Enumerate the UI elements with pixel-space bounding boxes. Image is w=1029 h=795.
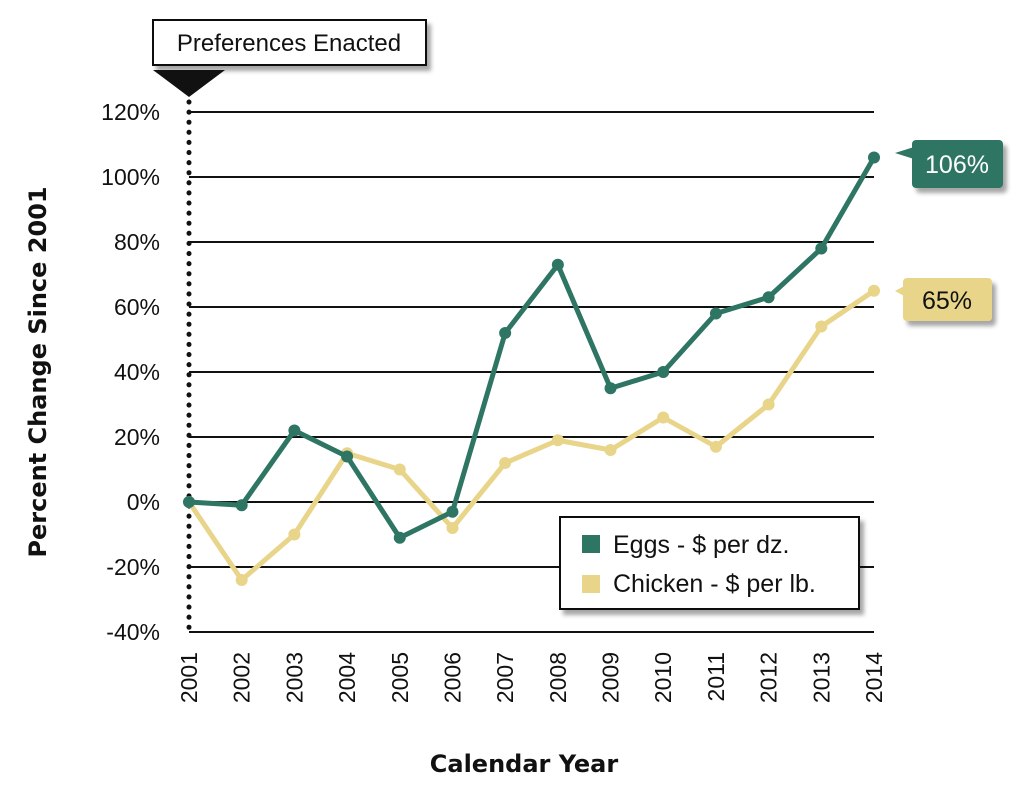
- chicken-series-line: [186, 288, 877, 583]
- eggs-point: [499, 327, 512, 339]
- x-tick-label: 2001: [176, 652, 202, 703]
- x-tick-label: 2007: [492, 652, 518, 703]
- eggs-end-callout: 106%: [895, 140, 1003, 188]
- x-axis-ticks: 2001 2002 2003 2004 2005 2006 2007 2008 2009 2010…: [176, 652, 887, 703]
- y-axis-ticks: 120% 100% 80% 60% 40% 20% 0% -20% -40%: [101, 99, 160, 645]
- eggs-point: [393, 531, 406, 544]
- legend: Eggs - $ per dz. Chicken - $ per lb.: [559, 516, 860, 610]
- chicken-end-callout-label: 65%: [922, 287, 972, 315]
- legend-label-eggs: Eggs - $ per dz.: [613, 531, 789, 559]
- chicken-point: [657, 411, 670, 424]
- y-tick-label: 40%: [114, 359, 160, 385]
- y-tick-label: 100%: [101, 164, 160, 190]
- chicken-point: [499, 457, 512, 469]
- eggs-end-callout-label: 106%: [925, 151, 989, 179]
- x-tick-label: 2009: [598, 652, 624, 703]
- eggs-point: [709, 307, 722, 320]
- chicken-end-callout: 65%: [895, 278, 992, 321]
- chicken-point: [762, 398, 775, 411]
- y-axis-title: Percent Change Since 2001: [24, 186, 52, 557]
- x-tick-label: 2002: [229, 652, 255, 703]
- legend-swatch-chicken: [582, 575, 600, 593]
- chicken-point: [709, 440, 722, 453]
- preferences-annotation: Preferences Enacted: [152, 19, 427, 97]
- preferences-annotation-label: Preferences Enacted: [177, 30, 401, 57]
- x-tick-label: 2003: [281, 652, 307, 703]
- x-tick-label: 2013: [808, 652, 834, 703]
- x-axis-title: Calendar Year: [430, 750, 619, 778]
- chicken-point: [393, 463, 406, 476]
- eggs-point: [815, 242, 828, 255]
- legend-label-chicken: Chicken - $ per lb.: [613, 570, 816, 598]
- chicken-point: [551, 434, 564, 447]
- x-tick-label: 2010: [650, 652, 676, 703]
- y-tick-label: -20%: [106, 554, 160, 580]
- y-tick-label: 120%: [101, 99, 160, 125]
- x-tick-label: 2012: [756, 652, 782, 703]
- y-tick-label: 60%: [114, 294, 160, 320]
- y-tick-label: 20%: [114, 424, 160, 450]
- chicken-point: [235, 574, 248, 586]
- eggs-series-line: [186, 155, 877, 541]
- eggs-point: [762, 291, 775, 304]
- chicken-point: [446, 522, 459, 534]
- eggs-point: [657, 366, 670, 378]
- legend-swatch-eggs: [582, 535, 600, 553]
- chicken-point: [604, 444, 617, 456]
- x-tick-label: 2006: [439, 652, 465, 703]
- eggs-point: [288, 424, 301, 437]
- eggs-point: [446, 505, 459, 518]
- eggs-point: [183, 496, 195, 508]
- x-tick-label: 2004: [334, 652, 360, 703]
- x-tick-label: 2014: [861, 652, 887, 703]
- y-tick-label: -40%: [106, 619, 160, 645]
- y-tick-label: 0%: [127, 489, 160, 515]
- x-tick-label: 2008: [545, 652, 571, 703]
- series: [183, 151, 880, 586]
- eggs-point: [868, 151, 880, 164]
- chicken-point: [815, 320, 828, 333]
- chicken-point: [868, 284, 880, 297]
- preferences-pointer-icon: [153, 70, 225, 97]
- y-tick-label: 80%: [114, 229, 160, 255]
- chicken-point: [288, 528, 301, 541]
- x-tick-label: 2005: [387, 652, 413, 703]
- eggs-point: [604, 382, 617, 395]
- eggs-point: [341, 450, 354, 463]
- x-tick-label: 2011: [703, 652, 729, 701]
- eggs-point: [235, 499, 248, 512]
- eggs-point: [551, 258, 564, 271]
